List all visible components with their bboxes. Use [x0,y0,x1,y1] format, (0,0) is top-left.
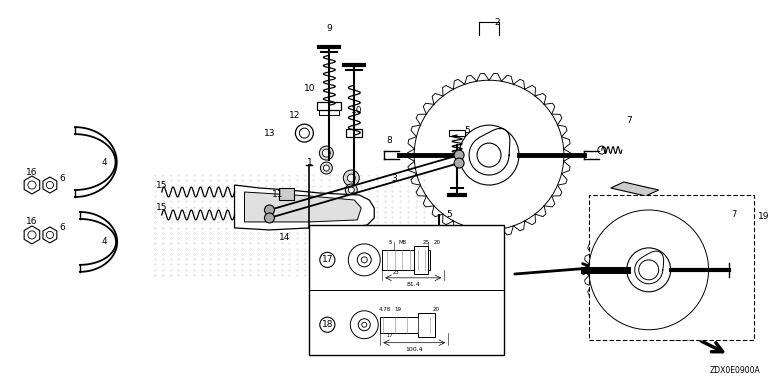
Circle shape [323,149,330,157]
Text: 20: 20 [434,240,441,245]
Text: 7: 7 [731,210,737,219]
Text: ZDX0E0900A: ZDX0E0900A [710,366,760,375]
Bar [418,313,435,337]
Text: 17: 17 [322,255,333,264]
Circle shape [349,187,354,193]
Text: 10: 10 [303,84,315,93]
Text: 10: 10 [350,106,362,115]
Text: 81.4: 81.4 [406,282,420,287]
Circle shape [319,146,333,160]
Polygon shape [43,177,57,193]
Bar [589,195,753,340]
Text: 5: 5 [446,210,452,219]
Text: 11: 11 [272,190,283,200]
Circle shape [346,184,357,196]
Circle shape [28,231,36,239]
Polygon shape [24,176,40,194]
Text: 25: 25 [422,240,429,245]
Text: FR.: FR. [673,333,694,343]
Text: 3: 3 [346,235,353,244]
Bar [280,188,294,200]
Text: 17: 17 [387,333,394,338]
Text: 15: 15 [156,180,167,190]
Bar [346,129,362,137]
Text: 2: 2 [494,18,500,27]
Text: M8: M8 [398,240,406,245]
Bar [414,246,428,274]
Circle shape [320,162,333,174]
Circle shape [264,205,274,215]
Text: 4: 4 [102,157,108,167]
Bar [380,317,435,333]
Circle shape [454,158,464,168]
Circle shape [454,150,464,160]
Polygon shape [43,227,57,243]
Text: 1: 1 [306,157,313,167]
Text: 19: 19 [758,212,768,222]
Bar [319,110,339,115]
Text: 18: 18 [322,320,333,329]
Text: 14: 14 [279,233,290,242]
Circle shape [264,213,274,223]
Text: 16: 16 [26,167,38,177]
Text: 100.4: 100.4 [406,347,423,352]
Text: 16: 16 [26,217,38,227]
Circle shape [28,181,36,189]
Bar [382,250,430,270]
Polygon shape [244,192,361,222]
Text: 6: 6 [59,174,65,182]
Polygon shape [24,226,40,244]
Text: 8: 8 [386,136,392,145]
Circle shape [343,170,359,186]
Polygon shape [611,182,659,196]
Text: 23: 23 [393,270,399,275]
Text: 5: 5 [389,240,392,245]
Text: 4.78: 4.78 [379,307,392,312]
Circle shape [323,165,329,171]
Circle shape [347,174,356,182]
Text: 7: 7 [626,116,631,125]
Text: 13: 13 [263,129,275,137]
Bar [449,130,465,136]
Text: 15: 15 [156,204,167,212]
Text: 5: 5 [464,126,470,135]
Circle shape [46,181,54,189]
Text: 12: 12 [289,111,300,120]
Text: 20: 20 [432,307,439,312]
Text: 4: 4 [102,237,108,247]
Text: 6: 6 [59,223,65,232]
Text: 3: 3 [392,174,397,182]
Bar [317,102,341,110]
Polygon shape [234,185,374,230]
Circle shape [46,231,54,238]
Text: 9: 9 [326,24,333,33]
Bar [310,225,504,355]
Text: 19: 19 [395,307,402,312]
